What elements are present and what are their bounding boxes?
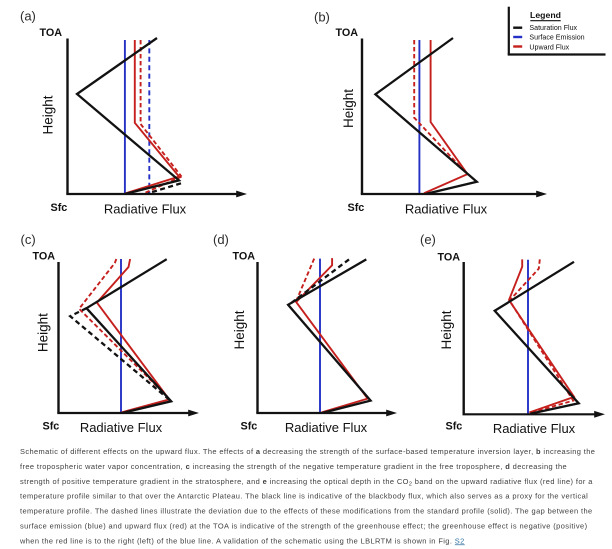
svg-text:free tropospheric water vapor: free tropospheric water vapor concentrat…: [20, 462, 567, 471]
svg-text:Height: Height: [341, 89, 356, 128]
svg-text:Legend: Legend: [530, 10, 561, 20]
svg-text:Radiative Flux: Radiative Flux: [493, 421, 576, 436]
svg-text:(d): (d): [213, 232, 229, 247]
svg-text:Radiative Flux: Radiative Flux: [285, 420, 368, 435]
svg-text:Radiative Flux: Radiative Flux: [80, 420, 163, 435]
svg-text:when the red line is to the ri: when the red line is to the right (left)…: [19, 536, 465, 545]
svg-text:Sfc: Sfc: [43, 421, 60, 433]
svg-text:Height: Height: [439, 310, 454, 349]
svg-text:Sfc: Sfc: [446, 421, 463, 433]
svg-text:temperature profile. The dashe: temperature profile. The dashed lines il…: [20, 507, 593, 516]
svg-text:Radiative Flux: Radiative Flux: [405, 202, 488, 217]
svg-text:TOA: TOA: [438, 252, 461, 264]
svg-text:surface emission (blue) and up: surface emission (blue) and upward flux …: [20, 522, 588, 531]
svg-text:Schematic of different effects: Schematic of different effects on the up…: [20, 447, 595, 456]
svg-text:Height: Height: [40, 95, 55, 134]
svg-text:Surface Emission: Surface Emission: [529, 33, 584, 41]
svg-text:Height: Height: [232, 310, 247, 349]
svg-text:Sfc: Sfc: [348, 202, 365, 214]
svg-text:Radiative Flux: Radiative Flux: [104, 202, 187, 217]
svg-text:TOA: TOA: [40, 27, 63, 39]
svg-text:(c): (c): [21, 232, 36, 247]
svg-text:Upward Flux: Upward Flux: [529, 43, 569, 51]
svg-text:Height: Height: [35, 313, 50, 352]
svg-text:TOA: TOA: [33, 251, 56, 263]
svg-text:TOA: TOA: [233, 251, 256, 263]
svg-text:Sfc: Sfc: [241, 421, 258, 433]
svg-text:Sfc: Sfc: [51, 202, 68, 214]
svg-text:temperature profile similar to: temperature profile similar to that over…: [20, 492, 588, 501]
svg-text:strength of positive temperatu: strength of positive temperature gradien…: [20, 477, 593, 488]
svg-text:Saturation Flux: Saturation Flux: [529, 24, 577, 32]
svg-text:(b): (b): [314, 10, 330, 25]
svg-text:(a): (a): [20, 9, 36, 24]
svg-text:(e): (e): [420, 232, 436, 247]
svg-text:TOA: TOA: [336, 27, 359, 39]
